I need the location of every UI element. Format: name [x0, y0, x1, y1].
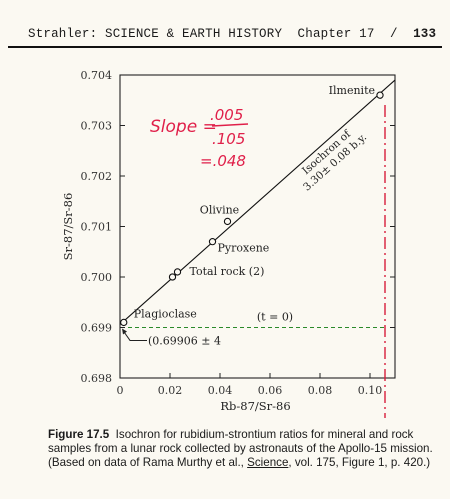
page-header: Strahler: SCIENCE & EARTH HISTORY Chapte… — [28, 27, 436, 41]
point-label: Ilmenite — [329, 84, 375, 97]
note-slope-label: Slope = — [150, 117, 217, 137]
x-axis-label: Rb-87/Sr-86 — [220, 399, 290, 413]
note-result: =.048 — [200, 152, 246, 170]
x-tick-label: 0 — [117, 384, 124, 397]
handwritten-note: Slope =.005 .105 =.048 — [150, 106, 249, 170]
point-label: Plagioclase — [134, 307, 197, 320]
x-tick-label: 0.04 — [208, 384, 233, 397]
intercept-arrow — [122, 330, 147, 341]
y-tick-label: 0.698 — [81, 372, 113, 385]
y-tick-label: 0.699 — [81, 322, 113, 335]
page-number: 133 — [413, 27, 437, 41]
header-rule — [8, 46, 442, 48]
chart-ticks: 0.698 0.699 0.700 0.701 0.702 0.703 0.704 0 0.02… — [61, 69, 395, 413]
header-separator: / — [389, 27, 398, 41]
caption-source-tail: , vol. 175, Figure 1, p. 420.) — [288, 456, 431, 469]
data-point — [173, 268, 182, 276]
note-numerator: .005 — [210, 106, 243, 124]
figure-label: Figure 17.5 — [48, 428, 110, 441]
isochron-chart: 0.698 0.699 0.700 0.701 0.702 0.703 0.704 0 0.02… — [61, 69, 396, 418]
chart-lines — [119, 79, 396, 418]
figure-caption: Figure 17.5 Isochron for rubidium-stront… — [48, 428, 443, 470]
x-tick-label: 0.08 — [308, 384, 333, 397]
data-point — [208, 237, 217, 246]
point-label: Olivine — [200, 203, 239, 216]
caption-journal: Science — [247, 456, 289, 469]
isochron-line — [119, 79, 396, 325]
x-tick-label: 0.10 — [358, 384, 383, 397]
x-tick-label: 0.06 — [258, 384, 283, 397]
data-point — [223, 217, 232, 226]
caption-text: Isochron for rubidium-strontium ratios f… — [48, 428, 433, 469]
intercept-arrowhead — [122, 328, 127, 335]
y-tick-label: 0.701 — [81, 221, 113, 234]
point-label: Total rock (2) — [190, 265, 265, 278]
note-denominator: .105 — [212, 130, 245, 148]
note-fraction-bar — [211, 123, 249, 127]
x-tick-label: 0.02 — [158, 384, 183, 397]
y-tick-label: 0.702 — [81, 170, 113, 183]
y-tick-label: 0.700 — [81, 271, 113, 284]
data-point — [120, 318, 128, 327]
data-point — [376, 91, 384, 99]
data-point — [168, 273, 177, 281]
book-title: Strahler: SCIENCE & EARTH HISTORY — [28, 27, 283, 41]
y-axis-label: Sr-87/Sr-86 — [61, 193, 75, 261]
reference-line-label: (t = 0) — [257, 311, 293, 324]
y-tick-label: 0.704 — [81, 69, 113, 82]
y-tick-label: 0.703 — [81, 120, 113, 133]
chapter-label: Chapter 17 — [297, 27, 375, 41]
intercept-annotation: (0.69906 ± 4 — [148, 334, 221, 347]
chart-points — [120, 91, 384, 327]
point-label: Pyroxene — [218, 242, 270, 255]
